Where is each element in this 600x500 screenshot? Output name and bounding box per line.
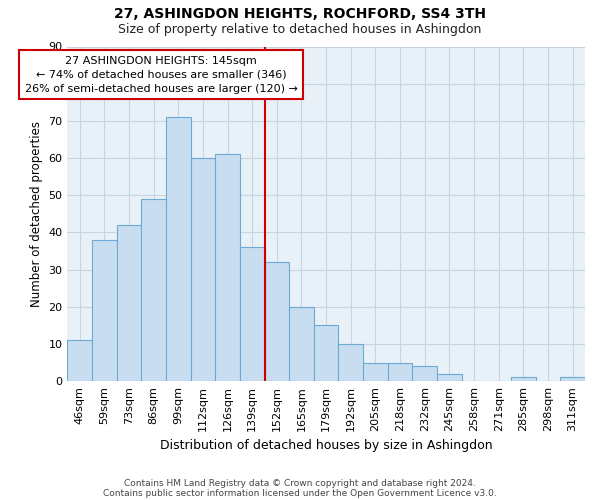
Bar <box>265 262 289 381</box>
Text: 27, ASHINGDON HEIGHTS, ROCHFORD, SS4 3TH: 27, ASHINGDON HEIGHTS, ROCHFORD, SS4 3TH <box>114 8 486 22</box>
Bar <box>560 378 585 381</box>
Bar <box>314 326 338 381</box>
Text: Size of property relative to detached houses in Ashingdon: Size of property relative to detached ho… <box>118 22 482 36</box>
Bar <box>289 307 314 381</box>
Bar <box>437 374 462 381</box>
Bar <box>338 344 363 381</box>
Bar <box>412 366 437 381</box>
Bar <box>92 240 116 381</box>
Y-axis label: Number of detached properties: Number of detached properties <box>30 121 43 307</box>
Bar <box>141 199 166 381</box>
Bar <box>240 248 265 381</box>
Bar <box>363 362 388 381</box>
Text: Contains HM Land Registry data © Crown copyright and database right 2024.: Contains HM Land Registry data © Crown c… <box>124 478 476 488</box>
Bar <box>116 225 141 381</box>
Text: Contains public sector information licensed under the Open Government Licence v3: Contains public sector information licen… <box>103 488 497 498</box>
Bar <box>67 340 92 381</box>
Bar <box>388 362 412 381</box>
Bar <box>191 158 215 381</box>
Bar <box>166 117 191 381</box>
X-axis label: Distribution of detached houses by size in Ashingdon: Distribution of detached houses by size … <box>160 440 493 452</box>
Text: 27 ASHINGDON HEIGHTS: 145sqm
← 74% of detached houses are smaller (346)
26% of s: 27 ASHINGDON HEIGHTS: 145sqm ← 74% of de… <box>25 56 298 94</box>
Bar <box>215 154 240 381</box>
Bar <box>511 378 536 381</box>
